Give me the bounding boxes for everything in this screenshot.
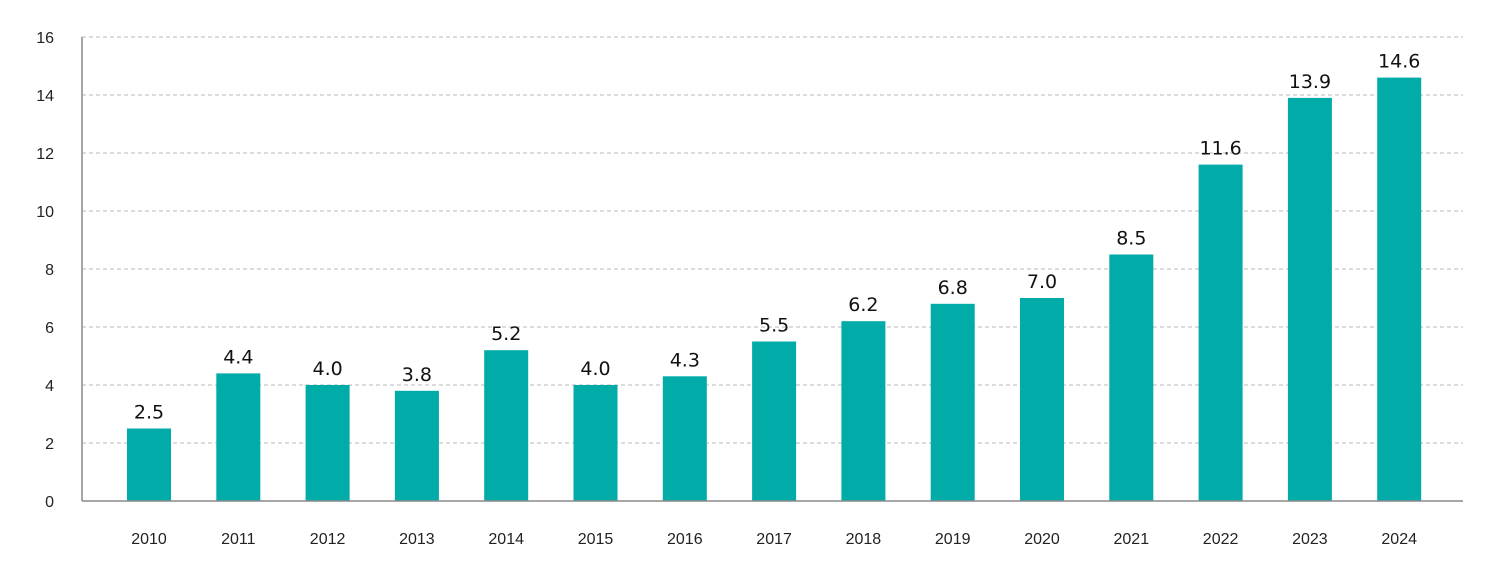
bar-2022	[1198, 164, 1243, 501]
x-tick-label: 2016	[667, 531, 703, 548]
x-tick-label: 2015	[578, 531, 614, 548]
y-tick-label: 6	[45, 320, 54, 337]
x-tick-label: 2018	[846, 531, 882, 548]
bar-2021	[1109, 254, 1154, 501]
data-label: 8.5	[1116, 228, 1146, 250]
x-tick-label: 2011	[221, 531, 256, 548]
y-tick-label: 12	[36, 146, 54, 163]
y-tick-label: 2	[45, 436, 54, 453]
x-tick-label: 2013	[399, 531, 435, 548]
data-label: 4.0	[312, 358, 342, 380]
bar-2010	[127, 428, 171, 501]
data-label: 6.2	[848, 294, 878, 316]
y-tick-label: 14	[36, 88, 54, 105]
data-label: 5.2	[491, 323, 521, 345]
bar-2024	[1377, 77, 1422, 501]
y-tick-label: 8	[45, 262, 54, 279]
data-label: 7.0	[1027, 271, 1057, 293]
x-tick-label: 2024	[1381, 531, 1417, 548]
bar-2013	[394, 390, 439, 501]
data-labels: 2.5 4.4 4.0 3.8 5.2 4.0 4.3 5.5 6.2 6.8 7.0 8.5 11.6…	[134, 51, 1420, 424]
x-axis-ticks: 2010 2011 2012 2013 2014 2015 2016 2017 2018 2019…	[131, 531, 1417, 548]
data-label: 4.0	[580, 358, 610, 380]
y-tick-label: 0	[45, 494, 54, 511]
data-label: 4.4	[223, 346, 253, 368]
x-tick-label: 2023	[1292, 531, 1328, 548]
bar-2023	[1287, 97, 1332, 502]
bar-2017	[752, 341, 797, 501]
bar-2015	[573, 385, 618, 501]
y-tick-label: 4	[45, 378, 54, 395]
bars	[127, 77, 1422, 502]
bar-2012	[305, 385, 350, 501]
x-tick-label: 2019	[935, 531, 971, 548]
y-axis-ticks: 0 2 4 6 8 10 12 14 16	[36, 30, 54, 511]
y-tick-label: 16	[36, 30, 54, 47]
data-label: 3.8	[402, 364, 432, 386]
x-tick-label: 2017	[756, 531, 792, 548]
data-label: 2.5	[134, 402, 164, 424]
bar-2018	[841, 321, 886, 501]
x-tick-label: 2022	[1203, 531, 1239, 548]
bar-2019	[930, 303, 975, 501]
data-label: 4.3	[670, 349, 700, 371]
data-label: 11.6	[1199, 138, 1241, 160]
data-label: 5.5	[759, 315, 789, 337]
x-tick-label: 2014	[488, 531, 524, 548]
x-tick-label: 2020	[1024, 531, 1060, 548]
y-tick-label: 10	[36, 204, 54, 221]
data-label: 14.6	[1378, 51, 1420, 73]
bar-2011	[216, 373, 261, 501]
x-tick-label: 2021	[1114, 531, 1150, 548]
data-label: 6.8	[938, 277, 968, 299]
bar-2020	[1020, 298, 1064, 501]
bar-2016	[662, 376, 707, 501]
x-tick-label: 2012	[310, 531, 346, 548]
bar-2014	[484, 350, 529, 501]
x-tick-label: 2010	[131, 531, 167, 548]
data-label: 13.9	[1289, 71, 1331, 93]
